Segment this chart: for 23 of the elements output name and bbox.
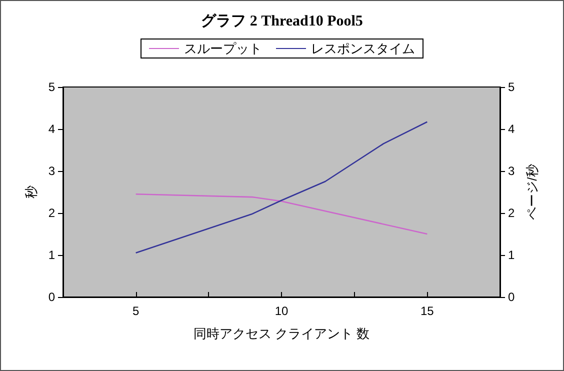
y2-axis-title: ページ/秒 — [524, 164, 540, 220]
y-axis-title: 秒 — [23, 186, 38, 198]
legend-label: スループット — [184, 41, 262, 56]
x-tick-label: 10 — [274, 304, 288, 318]
line-series — [135, 121, 428, 254]
y-tick-label: 2 — [48, 206, 56, 220]
y-tick-label: 3 — [48, 164, 56, 178]
legend-label: レスポンスタイム — [311, 41, 415, 56]
y-tick-label: 1 — [48, 248, 56, 262]
x-axis-title: 同時アクセス クライアント 数 — [193, 326, 370, 341]
y-tick-label: 0 — [48, 290, 56, 304]
y2-tick-label: 0 — [508, 290, 515, 304]
y2-tick-label: 4 — [508, 122, 515, 136]
chart-title: グラフ 2 Thread10 Pool5 — [201, 12, 363, 30]
y-tick-label: 4 — [48, 122, 56, 136]
line-series — [135, 193, 428, 235]
x-tick-label: 5 — [132, 304, 140, 318]
y2-tick-label: 5 — [508, 80, 515, 94]
y2-tick-label: 2 — [508, 206, 515, 220]
y2-tick-label: 3 — [508, 164, 515, 178]
x-tick-label: 15 — [420, 304, 434, 318]
y-tick-label: 5 — [48, 80, 56, 94]
y2-tick-label: 1 — [508, 248, 515, 262]
